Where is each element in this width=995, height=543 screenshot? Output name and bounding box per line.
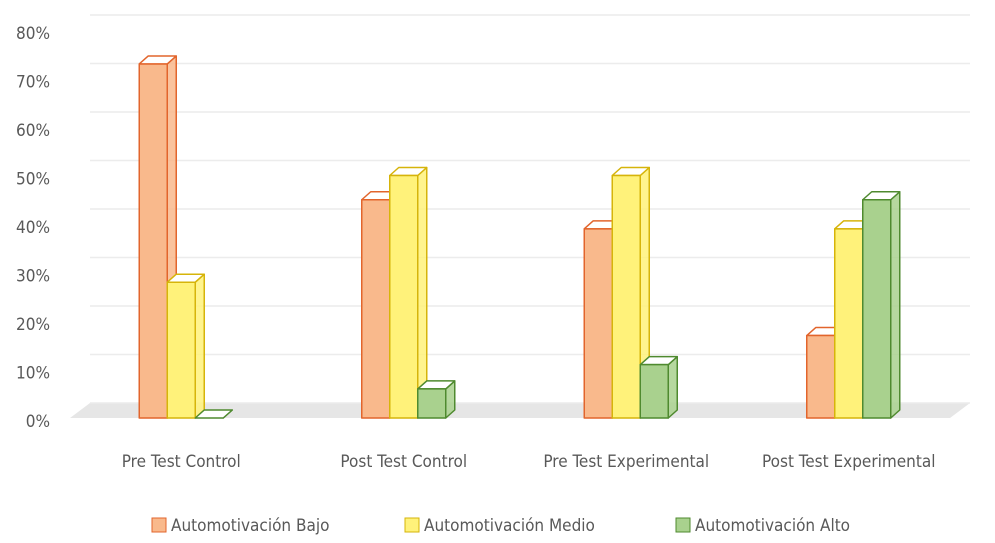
- y-tick-label: 70%: [16, 73, 50, 93]
- legend-swatch: [151, 517, 167, 533]
- bar-front: [583, 228, 613, 419]
- bar: [389, 166, 428, 419]
- x-tick-label: Post Test Experimental: [762, 452, 935, 472]
- bar-front: [138, 63, 168, 419]
- x-tick-label: Post Test Control: [340, 452, 467, 472]
- y-tick-label: 0%: [26, 412, 50, 432]
- y-tick-label: 80%: [16, 24, 50, 44]
- y-tick-label: 50%: [16, 170, 50, 190]
- bar-front: [166, 281, 196, 419]
- bar-front: [806, 334, 836, 419]
- y-tick-label: 40%: [16, 218, 50, 238]
- x-tick-label: Pre Test Experimental: [543, 452, 709, 472]
- bar-front: [639, 363, 669, 419]
- y-tick-label: 30%: [16, 267, 50, 287]
- legend-label: Automotivación Alto: [695, 516, 850, 536]
- bar-side: [417, 166, 428, 419]
- bar-side: [890, 191, 901, 419]
- y-tick-label: 20%: [16, 315, 50, 335]
- bar-front: [862, 199, 892, 419]
- bar: [194, 409, 233, 419]
- y-tick-label: 10%: [16, 364, 50, 384]
- y-tick-label: 60%: [16, 121, 50, 141]
- x-tick-label: Pre Test Control: [122, 452, 241, 472]
- bar: [862, 191, 901, 419]
- bar: [639, 355, 678, 419]
- legend-label: Automotivación Medio: [424, 516, 595, 536]
- bar-side: [667, 355, 678, 419]
- bar-front: [417, 388, 447, 419]
- floor: [70, 403, 970, 418]
- legend-label: Automotivación Bajo: [171, 516, 329, 536]
- bar: [166, 273, 205, 419]
- bar-side: [194, 273, 205, 419]
- bar: [417, 380, 456, 419]
- bar-front: [389, 174, 419, 419]
- bar-front: [361, 199, 391, 419]
- bar-top: [194, 409, 233, 419]
- legend-swatch: [675, 517, 691, 533]
- bar-front: [611, 174, 641, 419]
- bar-front: [834, 228, 864, 419]
- bar: [611, 166, 650, 419]
- legend-swatch: [404, 517, 420, 533]
